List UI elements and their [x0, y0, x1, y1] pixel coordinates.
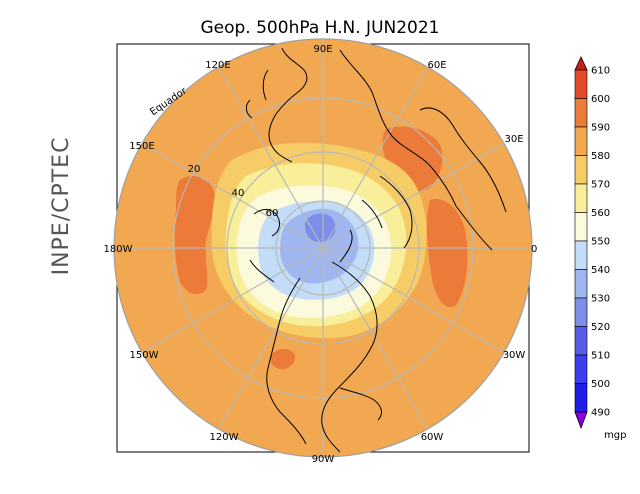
colorbar-cell	[574, 297, 588, 327]
coast-india-arabia	[339, 49, 457, 207]
colorbar-cell	[574, 240, 588, 270]
graticule	[113, 38, 533, 458]
meridian-120e	[217, 66, 324, 249]
colorbar: 490500510520530540550560570580590600610 …	[574, 56, 626, 441]
colorbar-label: 530	[591, 294, 610, 305]
lat-label-40: 40	[232, 188, 245, 199]
colorbar-cell	[574, 183, 588, 213]
colorbar-label: 550	[591, 237, 610, 248]
colorbar-cell	[574, 354, 588, 384]
lon-label-60w: 60W	[421, 432, 444, 443]
colorbar-label: 590	[591, 123, 610, 134]
lon-label-0: 0	[531, 244, 537, 255]
coast-gulf-mexico	[339, 387, 382, 421]
patch-600-east	[426, 199, 468, 308]
colorbar-labels: 490 500 510 520 530 540 550 560 570 580 590 600 610	[591, 66, 610, 419]
coast-japan	[245, 99, 253, 119]
coast-korea	[262, 69, 269, 101]
lon-label-90e: 90E	[313, 44, 332, 55]
colorbar-cell	[574, 126, 588, 156]
colorbar-label: 510	[591, 351, 610, 362]
colorbar-label: 600	[591, 94, 610, 105]
colorbar-label: 520	[591, 322, 610, 333]
lon-label-150w: 150W	[130, 350, 159, 361]
band-530	[305, 213, 336, 243]
lon-label-180w: 180W	[104, 244, 133, 255]
colorbar-cell	[574, 326, 588, 356]
longitude-labels: 90E 60E 30E 0 30W 60W 90W 120W 150W 180W…	[104, 44, 538, 465]
colorbar-cell	[574, 69, 588, 99]
meridian-150w	[141, 247, 324, 354]
colorbar-cell	[574, 383, 588, 413]
coast-greenland	[339, 229, 353, 263]
lat-label-60: 60	[266, 208, 279, 219]
patch-600-west	[174, 176, 216, 295]
coast-alaska	[249, 259, 275, 283]
meridian-60e	[322, 66, 429, 249]
colorbar-cell	[574, 155, 588, 185]
lon-label-60e: 60E	[427, 60, 446, 71]
lon-label-30e: 30E	[504, 134, 523, 145]
map-title: Geop. 500hPa H.N. JUN2021	[200, 18, 439, 38]
lat-label-20: 20	[188, 164, 201, 175]
colorbar-bottom-triangle	[574, 411, 588, 430]
lon-label-150e: 150E	[129, 141, 154, 152]
coastlines	[245, 47, 507, 453]
colorbar-cell	[574, 98, 588, 128]
colorbar-cell	[574, 269, 588, 299]
meridian-30e	[322, 142, 505, 249]
coast-europe	[379, 175, 413, 249]
colorbar-label: 560	[591, 208, 610, 219]
credit-label: INPE/CPTEC	[49, 137, 74, 276]
lon-label-120w: 120W	[210, 432, 239, 443]
coast-asia-east	[268, 47, 308, 163]
coast-siberia	[253, 209, 280, 237]
meridian-120w	[217, 247, 324, 430]
coast-scandinavia	[361, 199, 383, 229]
colorbar-label: 610	[591, 66, 610, 77]
colorbar-label: 490	[591, 408, 610, 419]
coast-americas-west	[266, 277, 307, 445]
colorbar-label: 580	[591, 151, 610, 162]
patch-600-pacific	[270, 348, 296, 370]
colorbar-top-triangle	[574, 56, 588, 71]
colorbar-label: 540	[591, 265, 610, 276]
colorbar-unit: mgp	[604, 430, 626, 441]
coast-africa-north	[455, 205, 493, 251]
coast-americas-east	[321, 261, 378, 453]
coast-africa-east	[419, 107, 507, 213]
colorbar-label: 500	[591, 379, 610, 390]
lon-label-120e: 120E	[205, 60, 230, 71]
colorbar-cells	[574, 69, 588, 413]
meridian-30w	[322, 247, 505, 354]
meridian-150e	[141, 142, 324, 249]
lon-label-30w: 30W	[503, 350, 526, 361]
colorbar-cell	[574, 212, 588, 242]
colorbar-label: 570	[591, 180, 610, 191]
lon-label-90w: 90W	[312, 454, 335, 465]
